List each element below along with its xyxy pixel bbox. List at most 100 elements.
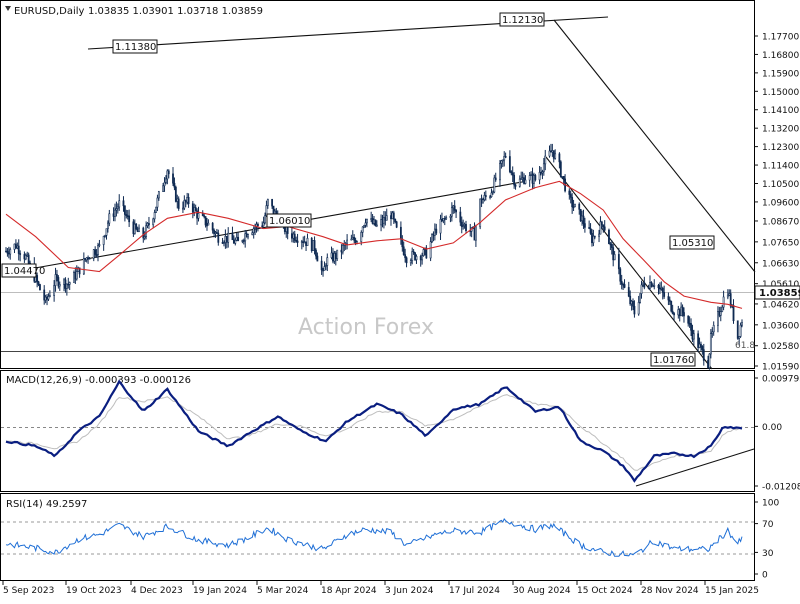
candle: [637, 295, 640, 316]
candle: [237, 232, 240, 242]
macd-axis-label: -0.012081: [762, 483, 800, 493]
candle: [588, 220, 591, 230]
rsi-panel-frame: [0, 493, 755, 581]
candle: [143, 231, 146, 241]
candle: [7, 246, 10, 259]
candle: [681, 304, 684, 317]
price-axis-label: 1.06630: [762, 259, 799, 269]
candle: [691, 324, 694, 343]
candles: [5, 143, 743, 370]
candle: [123, 205, 126, 222]
candle: [167, 169, 170, 179]
price-label-106010: 1.06010: [269, 216, 310, 227]
price-label-box-6: [650, 352, 696, 367]
candle: [718, 306, 721, 318]
price-label-box-3: [266, 213, 312, 228]
candle: [548, 145, 551, 158]
candle: [687, 315, 690, 327]
fib-label: 61.8: [735, 341, 755, 351]
candle: [177, 196, 180, 211]
candle: [291, 227, 293, 243]
price-axis-label: 1.10500: [762, 180, 799, 190]
date-axis-label: 3 Jun 2024: [385, 586, 434, 596]
candle: [344, 241, 347, 250]
candle: [207, 219, 210, 226]
candle: [459, 206, 462, 226]
candle: [425, 245, 428, 259]
down-channel-lower-line: [545, 156, 713, 370]
candle: [165, 175, 167, 185]
candle: [394, 218, 397, 224]
date-axis-label: 15 Oct 2024: [577, 586, 633, 596]
candle: [54, 267, 57, 292]
candle: [651, 283, 654, 288]
candle: [617, 247, 620, 275]
candle: [465, 220, 467, 234]
candle: [214, 230, 217, 238]
candle: [390, 211, 392, 226]
candle: [67, 277, 70, 289]
candle: [135, 222, 138, 231]
candle: [452, 204, 455, 214]
current-price-marker: 1.03859: [754, 285, 800, 300]
candle: [598, 229, 600, 243]
candle: [542, 157, 545, 176]
candle: [690, 318, 692, 337]
date-axis-label: 19 Oct 2023: [66, 586, 122, 596]
candle: [460, 216, 463, 234]
candle: [26, 251, 29, 257]
watermark: Action Forex: [298, 315, 434, 340]
candle: [122, 196, 125, 212]
candle: [9, 247, 12, 260]
candle: [266, 198, 269, 209]
candle: [392, 210, 395, 224]
candle: [514, 183, 517, 190]
candle: [173, 177, 176, 191]
candle: [391, 210, 394, 220]
candle: [383, 211, 385, 229]
candle: [409, 258, 412, 266]
candle: [27, 252, 30, 265]
candle: [182, 201, 184, 213]
price-axis-label: 1.15900: [762, 69, 799, 79]
candle: [145, 221, 148, 240]
candle: [510, 170, 513, 176]
candle: [64, 277, 67, 293]
candle: [5, 247, 7, 253]
candle: [453, 200, 456, 214]
candle: [692, 329, 695, 346]
candle: [326, 253, 329, 272]
candle: [700, 341, 702, 351]
macd-axis: 0.009795 0.00 -0.012081: [754, 375, 800, 493]
moving-average-line: [5, 180, 743, 309]
candle: [17, 239, 20, 261]
date-axis-label: 30 Aug 2024: [513, 586, 571, 596]
candle: [504, 152, 507, 159]
candle: [223, 240, 225, 247]
candle: [523, 173, 525, 185]
candle: [133, 219, 136, 235]
candle: [544, 149, 547, 171]
price-label-box-4: [499, 12, 545, 27]
candle: [97, 242, 99, 262]
price-axis-label: 1.15000: [762, 88, 799, 98]
price-axis-label: 1.14100: [762, 106, 799, 116]
candle: [610, 240, 613, 255]
candle: [550, 143, 552, 153]
candle: [593, 235, 596, 240]
candle: [204, 216, 207, 228]
candle: [475, 224, 477, 247]
price-label-101760: 1.01760: [653, 355, 694, 366]
candle: [421, 252, 424, 265]
candle: [312, 240, 315, 251]
candle: [336, 249, 339, 262]
candle: [16, 242, 19, 250]
candle: [75, 265, 78, 281]
candle: [73, 270, 75, 283]
candle: [499, 160, 501, 187]
candle: [162, 182, 165, 192]
candle: [415, 254, 418, 264]
rsi-axis-label: 0: [762, 571, 768, 581]
price-annotations: 1.04470 1.11380 1.06010 1.12130 1.05310 …: [1, 12, 755, 367]
